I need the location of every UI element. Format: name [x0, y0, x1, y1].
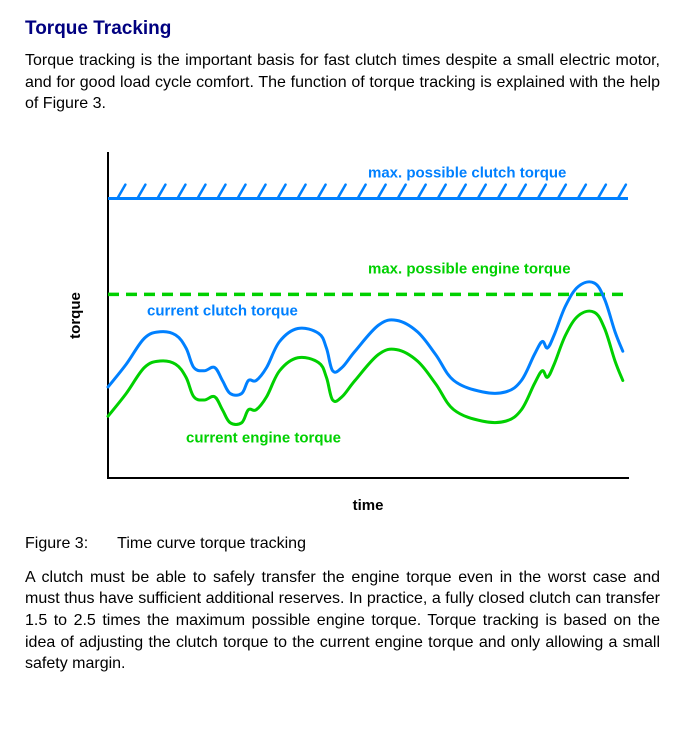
- closing-paragraph: A clutch must be able to safely transfer…: [25, 567, 660, 675]
- svg-text:current clutch torque: current clutch torque: [147, 302, 298, 319]
- svg-text:max. possible clutch torque: max. possible clutch torque: [368, 164, 566, 181]
- figure-caption-label: Figure 3:: [25, 535, 113, 553]
- svg-text:current engine torque: current engine torque: [186, 429, 341, 446]
- figure-caption-text: Time curve torque tracking: [117, 535, 306, 552]
- svg-text:torque: torque: [67, 292, 84, 339]
- svg-text:max. possible engine torque: max. possible engine torque: [368, 260, 571, 277]
- intro-paragraph: Torque tracking is the important basis f…: [25, 50, 660, 115]
- figure-caption: Figure 3: Time curve torque tracking: [25, 535, 660, 553]
- section-heading: Torque Tracking: [25, 18, 660, 40]
- figure-3: torque time max. possible clutch torque max…: [53, 133, 660, 523]
- svg-text:time: time: [353, 497, 384, 514]
- torque-tracking-chart: torque time max. possible clutch torque max…: [53, 133, 660, 523]
